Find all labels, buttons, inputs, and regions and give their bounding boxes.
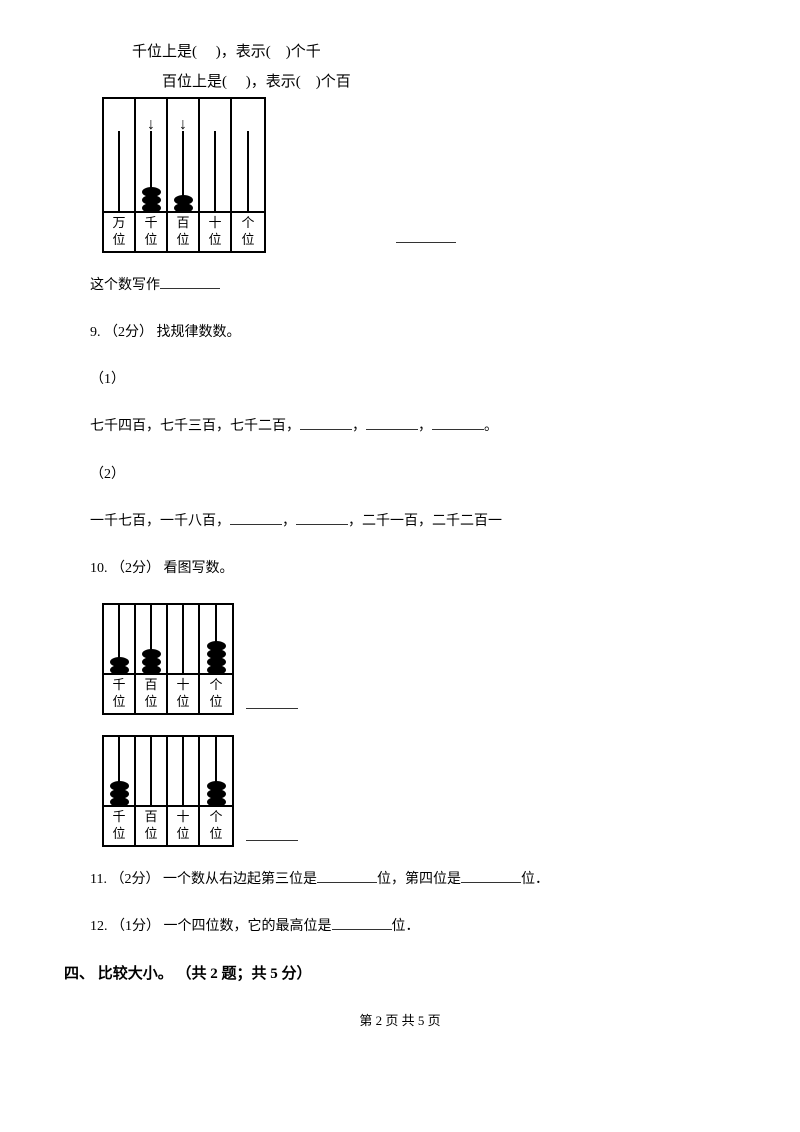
blank xyxy=(366,415,418,430)
q8-tail: 这个数写作 xyxy=(90,273,710,298)
place-label: 千位 xyxy=(144,213,157,251)
blank-q10a xyxy=(246,694,298,709)
blank-q8 xyxy=(160,274,220,289)
q9-p2-b: ， xyxy=(282,514,296,529)
q11-c: 位． xyxy=(521,872,549,887)
blank-q10b xyxy=(246,826,298,841)
q9-header: 9. （2分） 找规律数数。 xyxy=(90,320,710,345)
abacus-bead xyxy=(174,203,193,213)
q9-p2-c: ，二千一百，二千二百一 xyxy=(348,514,502,529)
annotation-line-1: 千位上是( )，表示( )个千 xyxy=(132,40,710,66)
q11-a: 11. （2分） 一个数从右边起第三位是 xyxy=(90,872,317,887)
place-label: 个位 xyxy=(241,213,254,251)
abacus-q10-a: 千位百位十位个位 xyxy=(102,603,234,715)
abacus-bead xyxy=(110,665,129,675)
place-label: 十位 xyxy=(208,213,221,251)
abacus-bead xyxy=(207,797,226,807)
blank xyxy=(230,510,282,525)
q11: 11. （2分） 一个数从右边起第三位是 位，第四位是 位． xyxy=(90,867,710,892)
place-label: 千位 xyxy=(112,807,125,845)
place-label: 万位 xyxy=(112,213,125,251)
q10-header: 10. （2分） 看图写数。 xyxy=(90,556,710,581)
blank xyxy=(296,510,348,525)
place-label: 百位 xyxy=(176,213,189,251)
abacus-q10b-wrap: 千位百位十位个位 xyxy=(102,735,710,847)
blank xyxy=(432,415,484,430)
q9-p1-d: 。 xyxy=(484,419,498,434)
place-label: 千位 xyxy=(112,675,125,713)
q9-part1-label: （1） xyxy=(90,367,710,392)
abacus-top-diagram: 千位上是( )，表示( )个千 百位上是( )，表示( )个百 万位↓千位↓百位… xyxy=(102,40,710,253)
abacus-q10-b: 千位百位十位个位 xyxy=(102,735,234,847)
abacus-bead xyxy=(110,797,129,807)
q12: 12. （1分） 一个四位数，它的最高位是 位． xyxy=(90,914,710,939)
place-label: 十位 xyxy=(176,675,189,713)
page-footer: 第 2 页 共 5 页 xyxy=(90,1010,710,1029)
abacus-q10a-wrap: 千位百位十位个位 xyxy=(102,603,710,715)
q9-part1-text: 七千四百，七千三百，七千二百， ， ， 。 xyxy=(90,414,710,439)
blank xyxy=(300,415,352,430)
q8-tail-text: 这个数写作 xyxy=(90,278,160,293)
q9-p1-b: ， xyxy=(352,419,366,434)
annotation-line-2: 百位上是( )，表示( )个百 xyxy=(162,70,710,96)
q9-p1-a: 七千四百，七千三百，七千二百， xyxy=(90,419,300,434)
abacus-bead xyxy=(142,665,161,675)
q9-part2-label: （2） xyxy=(90,462,710,487)
place-label: 个位 xyxy=(209,807,222,845)
blank-top-side xyxy=(396,228,456,243)
blank xyxy=(332,915,392,930)
q9-p1-c: ， xyxy=(418,419,432,434)
q9-part2-text: 一千七百，一千八百， ， ，二千一百，二千二百一 xyxy=(90,509,710,534)
q12-a: 12. （1分） 一个四位数，它的最高位是 xyxy=(90,919,332,934)
place-label: 百位 xyxy=(144,807,157,845)
abacus-top: 万位↓千位↓百位十位个位 xyxy=(102,97,266,253)
section-4-title: 四、 比较大小。 （共 2 题；共 5 分） xyxy=(64,961,710,988)
q9-p2-a: 一千七百，一千八百， xyxy=(90,514,230,529)
q12-b: 位． xyxy=(392,919,420,934)
place-label: 百位 xyxy=(144,675,157,713)
q11-b: 位，第四位是 xyxy=(377,872,461,887)
place-label: 十位 xyxy=(176,807,189,845)
blank xyxy=(317,868,377,883)
place-label: 个位 xyxy=(209,675,222,713)
blank xyxy=(461,868,521,883)
abacus-bead xyxy=(142,203,161,213)
abacus-bead xyxy=(207,665,226,675)
